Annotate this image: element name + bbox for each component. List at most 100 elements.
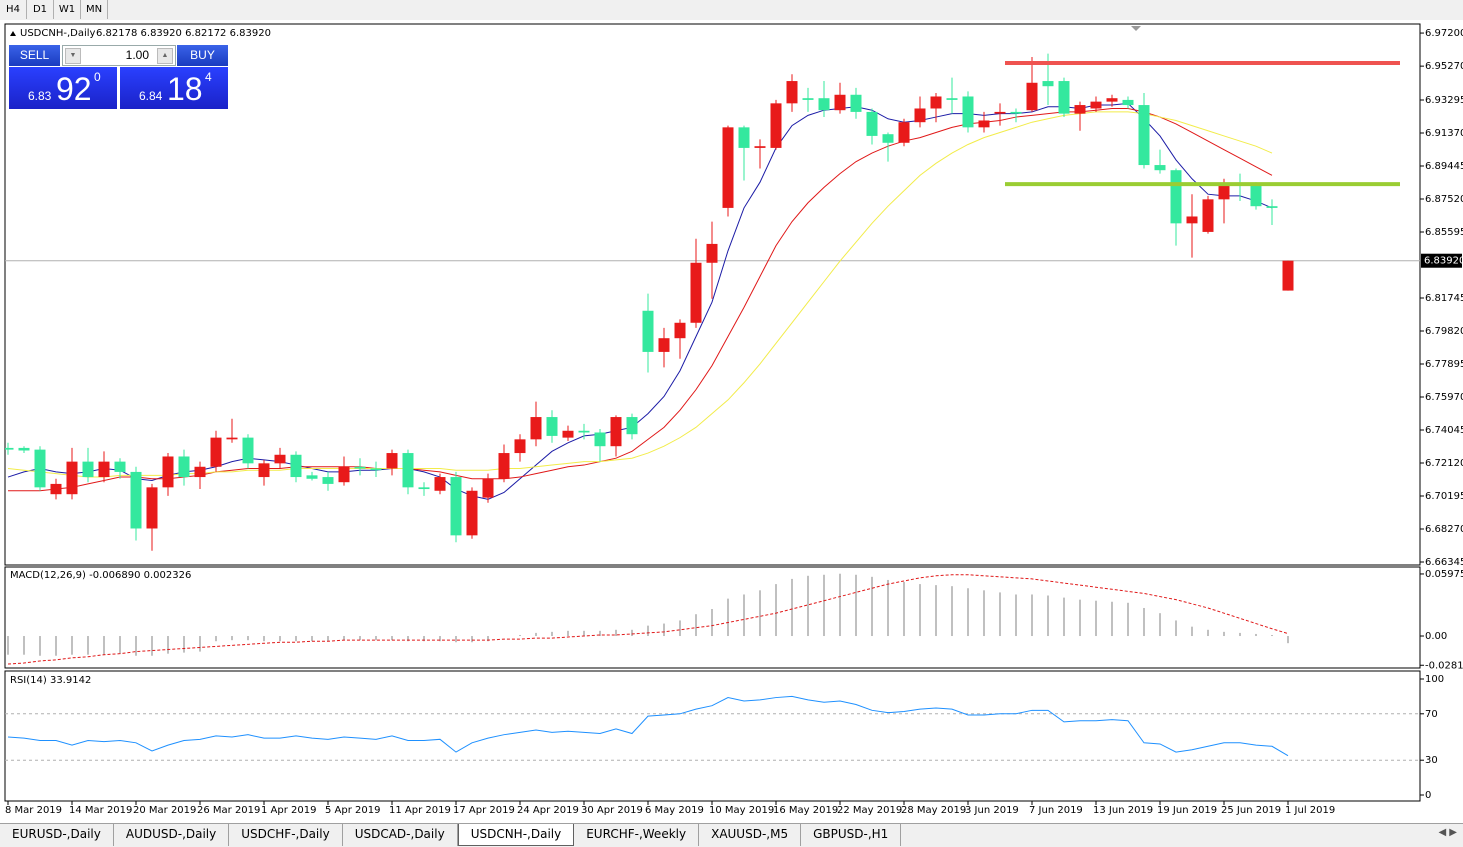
- x-tick-label: 25 Jun 2019: [1221, 805, 1281, 816]
- sell-button[interactable]: SELL: [9, 45, 60, 66]
- candle-body: [242, 437, 254, 464]
- timeframe-button[interactable]: H4: [0, 0, 27, 19]
- y-tick-label: 6.89445: [1425, 161, 1463, 172]
- y-tick-label: 6.66345: [1425, 557, 1463, 568]
- x-tick-label: 1 Apr 2019: [261, 805, 316, 816]
- candle-body: [1202, 199, 1214, 232]
- candle-body: [498, 453, 510, 479]
- candle-body: [962, 96, 974, 128]
- chart-tab[interactable]: XAUUSD-,M5: [699, 824, 802, 846]
- lot-up[interactable]: ▲: [157, 48, 173, 64]
- candle-body: [50, 483, 62, 495]
- candle-body: [258, 463, 270, 478]
- candle-body: [338, 466, 350, 483]
- candle-body: [386, 453, 398, 469]
- buy-button[interactable]: BUY: [177, 45, 228, 66]
- price-label-bg: [1421, 253, 1462, 268]
- candle-body: [1010, 111, 1022, 114]
- x-tick-label: 16 May 2019: [773, 805, 838, 816]
- chart-tab[interactable]: USDCHF-,Daily: [229, 824, 343, 846]
- ask-big: 6.84: [139, 89, 163, 103]
- candle-body: [722, 127, 734, 208]
- candle-body: [162, 456, 174, 488]
- candle-body: [194, 466, 206, 478]
- candle-body: [770, 103, 782, 148]
- candle-body: [594, 432, 606, 447]
- lot-down[interactable]: ▼: [65, 48, 81, 64]
- candle-body: [914, 108, 926, 123]
- candle-body: [322, 477, 334, 484]
- plot: [5, 53, 1420, 551]
- candle-body: [674, 322, 686, 339]
- y-tick-label: 6.95270: [1425, 61, 1463, 72]
- candle-body: [786, 81, 798, 104]
- y-tick-label: 6.91370: [1425, 128, 1463, 139]
- title-icon: [10, 31, 16, 36]
- indicator-title: RSI(14) 33.9142: [10, 675, 91, 686]
- candle-body: [738, 127, 750, 148]
- candle-body: [834, 94, 846, 111]
- x-tick-label: 30 Apr 2019: [581, 805, 643, 816]
- bid-main: 92: [56, 71, 92, 107]
- candle-body: [146, 487, 158, 529]
- bid-big: 6.83: [28, 89, 52, 103]
- candle-body: [1042, 81, 1054, 87]
- candle-body: [1218, 185, 1230, 200]
- y-tick-label: -0.02816: [1425, 660, 1463, 671]
- candle-body: [562, 430, 574, 438]
- lot-value: 1.00: [125, 48, 149, 62]
- x-tick-label: 10 May 2019: [709, 805, 774, 816]
- candle-body: [306, 475, 318, 479]
- timeframe-button[interactable]: MN: [81, 0, 108, 19]
- chart-tab[interactable]: USDCAD-,Daily: [343, 824, 458, 846]
- x-tick-label: 20 Mar 2019: [133, 805, 196, 816]
- bid-quote[interactable]: 6.83 92 0: [9, 67, 117, 109]
- candle-body: [882, 134, 894, 143]
- candle-body: [1250, 185, 1262, 207]
- scroll-marker: [1131, 26, 1141, 31]
- candle-body: [130, 471, 142, 529]
- candle-body: [994, 111, 1006, 114]
- candle-body: [1090, 101, 1102, 109]
- timeframe-button[interactable]: W1: [54, 0, 81, 19]
- chart-tab[interactable]: AUDUSD-,Daily: [114, 824, 230, 846]
- tab-scroll[interactable]: ◀ ▶: [1438, 827, 1457, 838]
- candle-body: [642, 310, 654, 352]
- trade-panel: SELL ▼ 1.00 ▲ BUY 6.83 92 0 6.84 18 4: [9, 45, 228, 109]
- candle-body: [290, 454, 302, 478]
- timeframe-button[interactable]: D1: [27, 0, 54, 19]
- candle-body: [434, 477, 446, 491]
- candle-body: [18, 447, 30, 451]
- chart-tab[interactable]: USDCNH-,Daily: [457, 824, 575, 846]
- ask-quote[interactable]: 6.84 18 4: [120, 67, 228, 109]
- candle-body: [1074, 105, 1086, 114]
- y-tick-label: 6.75970: [1425, 392, 1463, 403]
- x-tick-label: 28 May 2019: [901, 805, 966, 816]
- y-tick-label: 0.00: [1425, 631, 1447, 642]
- candle-body: [5, 447, 14, 450]
- y-tick-label: 0.059758: [1425, 569, 1463, 580]
- y-tick-label: 100: [1425, 674, 1444, 685]
- candle-body: [1154, 165, 1166, 171]
- candle-body: [354, 466, 366, 469]
- candle-body: [178, 456, 190, 478]
- chart-tab[interactable]: GBPUSD-,H1: [801, 824, 902, 846]
- candle-body: [690, 262, 702, 323]
- y-tick-label: 6.93295: [1425, 95, 1463, 106]
- candle-body: [450, 477, 462, 536]
- x-tick-label: 5 Apr 2019: [325, 805, 380, 816]
- candle-body: [626, 417, 638, 435]
- lot-input[interactable]: ▼ 1.00 ▲: [62, 45, 176, 66]
- line: [7, 695, 1289, 757]
- y-tick-label: 70: [1425, 709, 1438, 720]
- chart-tab[interactable]: EURCHF-,Weekly: [574, 824, 700, 846]
- x-tick-label: 19 Jun 2019: [1157, 805, 1217, 816]
- candle-body: [82, 461, 94, 478]
- line: [7, 574, 1289, 665]
- ask-main: 18: [167, 71, 203, 107]
- chart-tab[interactable]: EURUSD-,Daily: [0, 824, 114, 846]
- candle-body: [370, 468, 382, 471]
- candle-body: [66, 461, 78, 495]
